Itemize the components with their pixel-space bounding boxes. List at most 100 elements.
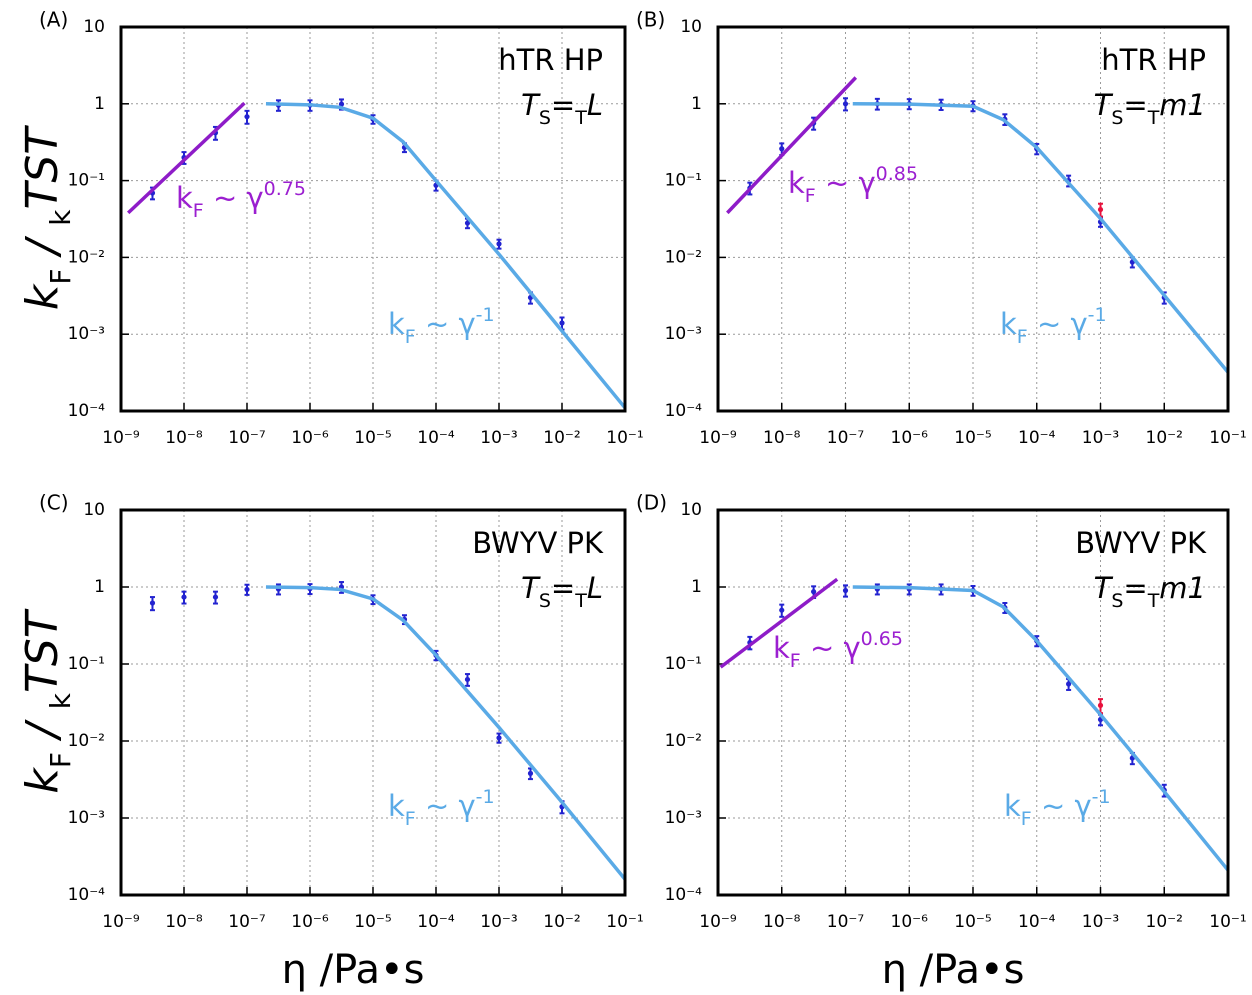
x-tick-label: 10⁻³	[1082, 428, 1119, 448]
x-tick-label: 10⁻¹	[606, 912, 643, 932]
y-tick-label: 10⁻³	[68, 808, 105, 828]
x-tick-label: 10⁻⁵	[954, 428, 991, 448]
annotation-part: 0.65	[861, 628, 903, 650]
annotation-part: -1	[476, 304, 495, 326]
x-tick-label: 10⁻⁹	[699, 428, 737, 448]
panel-label: (B)	[636, 8, 665, 32]
y-tick-label: 10	[83, 17, 105, 37]
panel-subtitle: TS=Tm1	[1094, 571, 1206, 612]
annotation: kF ~ γ-1	[1000, 304, 1107, 348]
panel-title: hTR HP	[498, 43, 603, 77]
data-point	[1097, 206, 1104, 213]
subtitle-part: T	[1094, 88, 1114, 122]
y-tick-label: 1	[94, 94, 105, 114]
annotation-part: F	[193, 200, 204, 222]
panel-label: (A)	[39, 8, 68, 32]
subscript: F	[44, 269, 77, 285]
subtitle-part: T	[521, 571, 541, 605]
subtitle-part: m1	[1159, 571, 1206, 605]
subtitle-part: =	[551, 88, 575, 122]
x-tick-label: 10⁻¹	[1209, 912, 1246, 932]
annotation-part: 0.85	[876, 163, 918, 185]
x-tick-label: 10⁻¹	[1209, 428, 1246, 448]
annotation-part: ~ γ	[1028, 307, 1088, 341]
fit-line	[852, 102, 1230, 374]
y-tick-label: 1	[94, 577, 105, 597]
x-tick-label: 10⁻²	[1146, 912, 1183, 932]
fit-line	[126, 101, 246, 215]
subscript: T	[1147, 107, 1160, 129]
annotation-part: 0.75	[264, 178, 306, 200]
panel-subtitle: TS=TL	[521, 571, 603, 612]
x-axis-label: η /Pa•s	[882, 947, 1025, 993]
x-tick-label: 10⁻⁸	[165, 428, 203, 448]
subtitle-part: L	[587, 571, 603, 605]
y-tick-label: 10⁻²	[68, 731, 105, 751]
x-tick-label: 10⁻⁴	[1018, 428, 1056, 448]
subtitle-part: L	[587, 88, 603, 122]
y-tick-label: 10⁻²	[68, 247, 105, 267]
x-tick-label: 10⁻⁷	[228, 912, 266, 932]
y-tick-label: 10⁻¹	[665, 171, 702, 191]
annotation-part: k	[1004, 789, 1021, 823]
data-point	[779, 607, 785, 613]
y-tick-label: 10⁻⁴	[68, 885, 106, 905]
panel-subtitle: TS=Tm1	[1094, 88, 1206, 129]
x-tick-label: 10⁻²	[543, 428, 580, 448]
y-tick-label: 10	[83, 500, 105, 520]
annotation-part: -1	[476, 786, 495, 808]
data-point	[811, 589, 817, 595]
subscript: k	[44, 209, 77, 226]
x-tick-label: 10⁻⁴	[417, 428, 455, 448]
subtitle-part: =	[551, 571, 575, 605]
y-tick-label: 10⁻¹	[68, 654, 105, 674]
y-tick-label: 10⁻²	[665, 247, 702, 267]
data-point	[464, 676, 471, 683]
y-tick-label: 10⁻⁴	[665, 885, 703, 905]
subscript: F	[44, 752, 77, 768]
data-point	[338, 101, 345, 107]
annotation-part: k	[176, 181, 193, 215]
x-tick-label: 10⁻⁴	[1018, 912, 1056, 932]
data-point	[149, 600, 156, 606]
annotation-part: ~ γ	[1032, 789, 1092, 823]
y-tick-label: 10	[680, 17, 702, 37]
data-point	[842, 587, 849, 594]
annotation-part: F	[405, 326, 416, 348]
x-tick-label: 10⁻⁹	[102, 912, 140, 932]
panel-subtitle: TS=TL	[521, 88, 603, 129]
data-point	[1066, 681, 1072, 687]
annotation-part: F	[805, 185, 816, 207]
panel-title: hTR HP	[1101, 43, 1206, 77]
fit-line	[852, 585, 1230, 872]
annotation-part: F	[1017, 326, 1028, 348]
x-tick-label: 10⁻³	[480, 912, 517, 932]
data-point	[527, 770, 534, 776]
x-tick-label: 10⁻⁷	[827, 428, 865, 448]
y-tick-label: 10⁻³	[68, 324, 105, 344]
y-tick-label: 10⁻³	[665, 808, 702, 828]
annotation-part: -1	[1088, 304, 1107, 326]
x-tick-label: 10⁻⁵	[354, 912, 391, 932]
subscript: T	[1147, 590, 1160, 612]
y-tick-label: 10⁻⁴	[68, 401, 106, 421]
annotation-part: -1	[1092, 786, 1111, 808]
annotation-part: F	[790, 650, 801, 672]
subscript: S	[539, 590, 551, 612]
annotation: kF ~ γ-1	[388, 786, 495, 830]
fit-line	[726, 76, 858, 215]
label-part: /	[17, 709, 68, 752]
y-tick-label: 10⁻³	[665, 324, 702, 344]
annotation-part: k	[788, 166, 805, 200]
fit-line	[719, 577, 839, 669]
annotation-part: k	[388, 789, 405, 823]
x-tick-label: 10⁻⁴	[417, 912, 455, 932]
data-point	[496, 241, 502, 247]
x-tick-label: 10⁻⁸	[763, 912, 801, 932]
x-tick-label: 10⁻²	[1146, 428, 1183, 448]
fit-line	[265, 102, 627, 409]
label-part: TST	[17, 125, 68, 210]
label-part: /	[17, 226, 68, 269]
x-axis-label: η /Pa•s	[282, 947, 425, 993]
